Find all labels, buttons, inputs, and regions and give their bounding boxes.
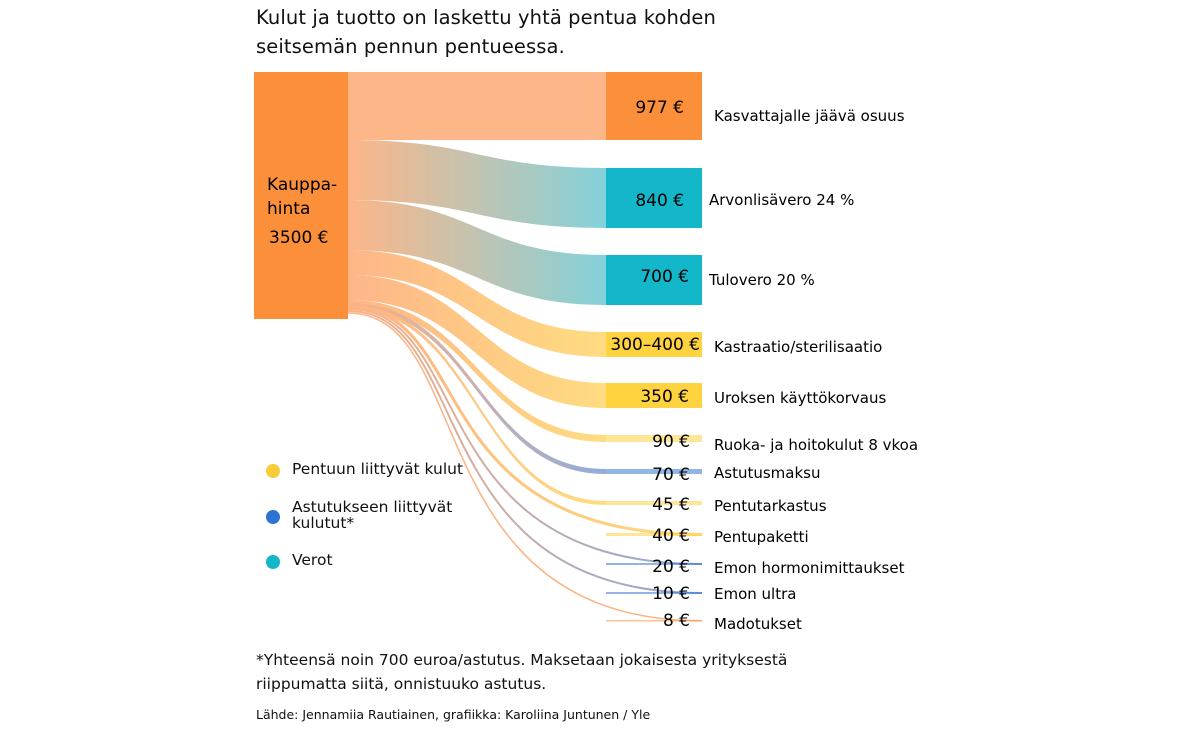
category-label: Uroksen käyttökorvaus bbox=[714, 389, 887, 407]
legend-label-breeding: Astutukseen liittyvät kulutut* bbox=[292, 498, 453, 532]
target-node bbox=[606, 620, 702, 622]
value-label: 8 € bbox=[663, 611, 690, 631]
legend-item-puppy: Pentuun liittyvät kulut bbox=[266, 460, 476, 478]
category-label: Emon hormonimittaukset bbox=[714, 559, 905, 577]
category-label: Astutusmaksu bbox=[714, 464, 820, 482]
target-node bbox=[606, 332, 702, 357]
value-label: 20 € bbox=[652, 557, 690, 577]
category-label: Pentutarkastus bbox=[714, 497, 827, 515]
target-node bbox=[606, 563, 702, 565]
category-label: Emon ultra bbox=[714, 585, 796, 603]
category-label: Kastraatio/sterilisaatio bbox=[714, 338, 882, 356]
legend-item-tax: Verot bbox=[266, 551, 476, 569]
value-label: 70 € bbox=[652, 465, 690, 485]
flow-band bbox=[347, 310, 703, 594]
target-node bbox=[606, 383, 702, 408]
value-label: 977 € bbox=[635, 98, 684, 118]
target-node bbox=[606, 501, 702, 505]
legend-label-puppy: Pentuun liittyvät kulut bbox=[292, 460, 464, 478]
target-node bbox=[606, 435, 702, 442]
flow-band bbox=[347, 312, 703, 622]
source-label-line1: Kauppa- bbox=[267, 175, 337, 195]
value-label: 45 € bbox=[652, 495, 690, 515]
legend-label-tax: Verot bbox=[292, 551, 333, 569]
target-node bbox=[606, 469, 702, 474]
legend: Pentuun liittyvät kulut Astutukseen liit… bbox=[266, 460, 476, 569]
flow-band bbox=[348, 200, 606, 305]
category-label: Ruoka- ja hoitokulut 8 vkoa bbox=[714, 436, 918, 454]
flow-band bbox=[347, 305, 703, 536]
source-credit: Lähde: Jennamiia Rautiainen, grafiikka: … bbox=[256, 707, 651, 722]
source-node bbox=[254, 72, 348, 319]
flow-band bbox=[348, 303, 606, 474]
flow-band bbox=[348, 275, 606, 408]
legend-swatch-tax bbox=[266, 555, 280, 569]
category-label: Madotukset bbox=[714, 615, 802, 633]
value-label: 700 € bbox=[640, 267, 689, 287]
value-label: 10 € bbox=[652, 584, 690, 604]
target-node bbox=[606, 255, 702, 305]
source-label-line2: hinta bbox=[267, 199, 310, 219]
footnote: *Yhteensä noin 700 euroa/astutus. Makset… bbox=[256, 651, 788, 693]
target-nodes: 977 € Kasvattajalle jäävä osuus 840 € Arvon… bbox=[606, 72, 918, 633]
category-label: Pentupaketti bbox=[714, 528, 809, 546]
sankey-chart: Kauppa- hinta 3500 € 977 € Kasvattajalle … bbox=[254, 72, 918, 633]
flow-band bbox=[348, 305, 606, 505]
target-node bbox=[606, 72, 702, 140]
value-label: 350 € bbox=[640, 387, 689, 407]
flow-bands bbox=[347, 72, 703, 622]
flow-band bbox=[347, 308, 703, 565]
flow-band bbox=[348, 72, 606, 140]
flow-band bbox=[348, 140, 606, 228]
source-value-label: 3500 € bbox=[269, 228, 328, 248]
category-label: Tulovero 20 % bbox=[708, 271, 815, 289]
category-label: Kasvattajalle jäävä osuus bbox=[714, 107, 905, 125]
value-label: 40 € bbox=[652, 526, 690, 546]
value-label: 90 € bbox=[652, 432, 690, 452]
category-label: Arvonlisävero 24 % bbox=[709, 191, 854, 209]
value-label: 300–400 € bbox=[610, 335, 700, 355]
legend-swatch-puppy bbox=[266, 464, 280, 478]
legend-swatch-breeding bbox=[266, 510, 280, 524]
value-label: 840 € bbox=[635, 191, 684, 211]
chart-title: Kulut ja tuotto on laskettu yhtä pentua … bbox=[256, 6, 716, 58]
flow-band bbox=[348, 300, 606, 442]
legend-item-breeding: Astutukseen liittyvät kulutut* bbox=[266, 499, 472, 531]
flow-band bbox=[348, 250, 606, 357]
target-node bbox=[606, 592, 702, 594]
target-node bbox=[606, 168, 702, 228]
target-node bbox=[606, 533, 702, 536]
